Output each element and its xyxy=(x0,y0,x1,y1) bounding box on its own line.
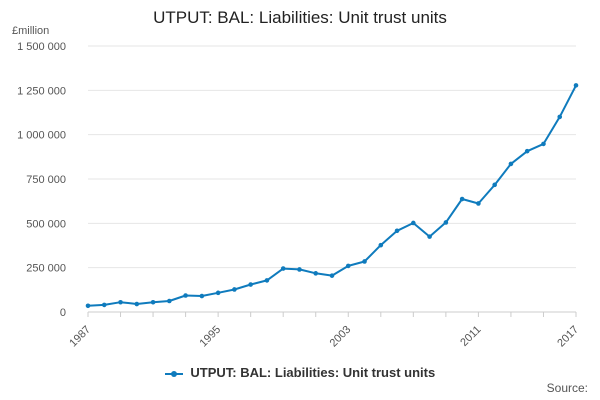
data-point xyxy=(394,228,400,234)
data-point xyxy=(118,299,123,305)
y-tick-label: 1 500 000 xyxy=(17,41,66,53)
data-point xyxy=(476,201,481,206)
data-point xyxy=(183,293,188,298)
data-point xyxy=(167,298,172,304)
source-note: Source: xyxy=(546,381,588,395)
data-point xyxy=(541,141,546,147)
x-tick-label: 1995 xyxy=(197,324,223,350)
series-layer xyxy=(85,83,579,309)
data-point xyxy=(427,234,432,239)
y-tick-label: 0 xyxy=(60,307,66,319)
data-point xyxy=(443,220,449,225)
data-point xyxy=(264,278,270,283)
data-point xyxy=(134,301,140,307)
data-point xyxy=(215,290,221,296)
chart-title: UTPUT: BAL: Liabilities: Unit trust unit… xyxy=(153,8,447,27)
data-point xyxy=(378,242,384,248)
data-point xyxy=(411,220,416,226)
y-tick-label: 1 000 000 xyxy=(17,130,66,142)
gridlines xyxy=(88,45,576,269)
data-point xyxy=(524,148,530,154)
x-tick-label: 1987 xyxy=(67,324,93,350)
legend-series-swatch xyxy=(164,370,183,377)
data-point xyxy=(248,282,253,287)
data-point xyxy=(85,303,91,309)
series-line xyxy=(87,84,577,307)
data-point xyxy=(329,273,335,278)
data-point xyxy=(362,259,367,264)
y-axis-unit-label: £million xyxy=(12,25,50,37)
x-tick-label: 2011 xyxy=(458,324,483,349)
data-point xyxy=(573,83,579,88)
data-point xyxy=(508,161,514,167)
data-point xyxy=(199,293,205,299)
data-point xyxy=(313,271,319,276)
data-point xyxy=(345,263,351,269)
data-point xyxy=(232,287,237,292)
data-point xyxy=(459,196,465,202)
data-point xyxy=(150,299,156,305)
y-tick-label: 500 000 xyxy=(26,218,66,230)
data-point xyxy=(101,302,107,308)
data-point xyxy=(492,182,497,188)
x-tick-label: 2017 xyxy=(555,324,581,350)
x-tick-label: 2003 xyxy=(328,324,354,350)
legend-series-label: UTPUT: BAL: Liabilities: Unit trust unit… xyxy=(190,365,436,380)
y-tick-label: 750 000 xyxy=(26,174,66,186)
data-point xyxy=(297,267,302,272)
data-point xyxy=(557,114,563,120)
legend: UTPUT: BAL: Liabilities: Unit trust unit… xyxy=(0,365,600,380)
axes: 0 250 000 500 000 750 000 1 000 000 1 250 000… xyxy=(17,41,581,349)
y-tick-label: 1 250 000 xyxy=(17,85,66,97)
y-tick-label: 250 000 xyxy=(26,263,66,275)
data-point xyxy=(280,266,286,271)
